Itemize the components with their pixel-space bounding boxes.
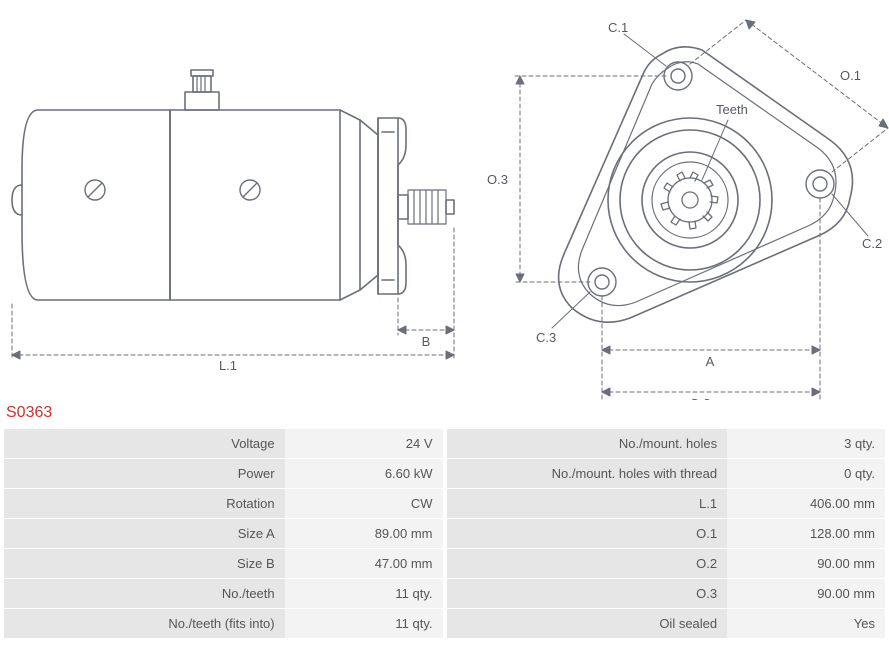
dim-label-C1: C.1	[608, 20, 628, 35]
dim-label-O1: O.1	[840, 68, 861, 83]
spec-label: Voltage	[4, 429, 285, 458]
dim-label-O3: O.3	[487, 172, 508, 187]
spec-label: No./mount. holes with thread	[447, 459, 728, 488]
spec-value: 0 qty.	[727, 459, 885, 488]
table-row: Oil sealedYes	[447, 609, 886, 638]
table-row: No./teeth11 qty.	[4, 579, 443, 608]
spec-label: Power	[4, 459, 285, 488]
starter-diagram-svg: L.1 B A O.1 O.2 O.3 C.1 C.2 C.3 Teeth	[0, 0, 889, 400]
spec-value: 47.00 mm	[285, 549, 443, 578]
dim-label-B: B	[422, 334, 431, 349]
spec-label: Size A	[4, 519, 285, 548]
table-row: Voltage24 V	[4, 429, 443, 458]
dim-label-C2: C.2	[862, 236, 882, 251]
spec-label: Oil sealed	[447, 609, 728, 638]
spec-value: 90.00 mm	[727, 579, 885, 608]
spec-label: No./mount. holes	[447, 429, 728, 458]
spec-label: Size B	[4, 549, 285, 578]
part-number: S0363	[6, 404, 889, 422]
spec-value: 89.00 mm	[285, 519, 443, 548]
table-row: O.390.00 mm	[447, 579, 886, 608]
dim-label-O2: O.2	[690, 396, 711, 400]
table-row: No./teeth (fits into)11 qty.	[4, 609, 443, 638]
spec-label: L.1	[447, 489, 728, 518]
dim-label-L1: L.1	[219, 358, 237, 373]
table-row: Power6.60 kW	[4, 459, 443, 488]
spec-value: 24 V	[285, 429, 443, 458]
spec-label: No./teeth	[4, 579, 285, 608]
spec-label: No./teeth (fits into)	[4, 609, 285, 638]
spec-value: 11 qty.	[285, 609, 443, 638]
spec-value: 406.00 mm	[727, 489, 885, 518]
spec-value: 90.00 mm	[727, 549, 885, 578]
technical-diagram: L.1 B A O.1 O.2 O.3 C.1 C.2 C.3 Teeth	[0, 0, 889, 400]
spec-table-right: No./mount. holes3 qty.No./mount. holes w…	[447, 428, 886, 639]
table-row: RotationCW	[4, 489, 443, 518]
spec-label: O.1	[447, 519, 728, 548]
spec-table-left: Voltage24 VPower6.60 kWRotationCWSize A8…	[4, 428, 443, 639]
dim-label-Teeth: Teeth	[716, 102, 748, 117]
spec-value: Yes	[727, 609, 885, 638]
spec-label: O.2	[447, 549, 728, 578]
spec-label: O.3	[447, 579, 728, 608]
dim-label-C3: C.3	[536, 330, 556, 345]
table-row: No./mount. holes3 qty.	[447, 429, 886, 458]
dim-label-A: A	[706, 354, 715, 369]
table-row: No./mount. holes with thread0 qty.	[447, 459, 886, 488]
spec-value: 128.00 mm	[727, 519, 885, 548]
table-row: O.1128.00 mm	[447, 519, 886, 548]
table-row: Size B47.00 mm	[4, 549, 443, 578]
table-row: Size A89.00 mm	[4, 519, 443, 548]
spec-value: CW	[285, 489, 443, 518]
spec-value: 6.60 kW	[285, 459, 443, 488]
table-row: L.1406.00 mm	[447, 489, 886, 518]
spec-label: Rotation	[4, 489, 285, 518]
spec-value: 11 qty.	[285, 579, 443, 608]
spec-tables: Voltage24 VPower6.60 kWRotationCWSize A8…	[0, 428, 889, 645]
spec-value: 3 qty.	[727, 429, 885, 458]
table-row: O.290.00 mm	[447, 549, 886, 578]
